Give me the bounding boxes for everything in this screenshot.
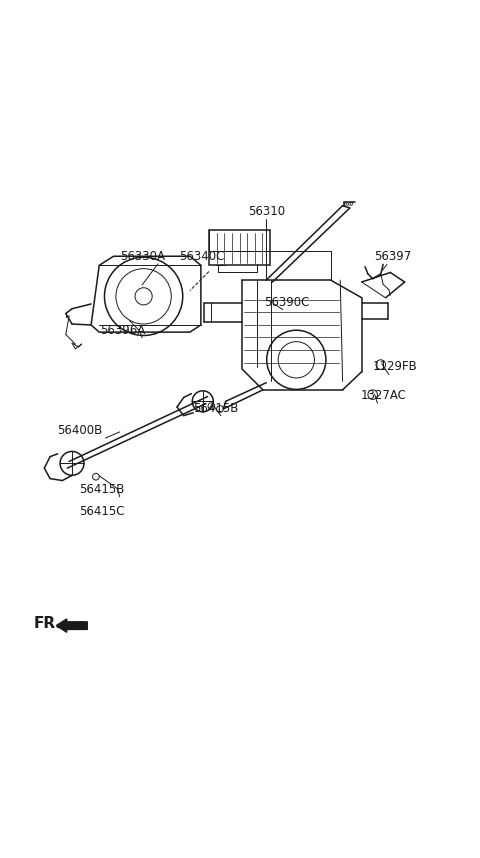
Text: 56415B: 56415B (193, 402, 239, 414)
Text: 56415B: 56415B (79, 483, 124, 496)
Text: 56310: 56310 (248, 205, 285, 218)
Text: 56340C: 56340C (179, 250, 225, 263)
Text: 56330A: 56330A (120, 250, 165, 263)
Text: 56400B: 56400B (58, 424, 103, 437)
Text: FR.: FR. (34, 616, 62, 631)
Text: 56390C: 56390C (264, 296, 310, 309)
Text: 56397: 56397 (374, 250, 411, 263)
Text: 1129FB: 1129FB (373, 360, 418, 373)
Text: 56396A: 56396A (100, 324, 146, 337)
FancyArrow shape (56, 619, 87, 632)
Text: 1327AC: 1327AC (360, 389, 406, 402)
Text: 56415C: 56415C (79, 505, 124, 518)
